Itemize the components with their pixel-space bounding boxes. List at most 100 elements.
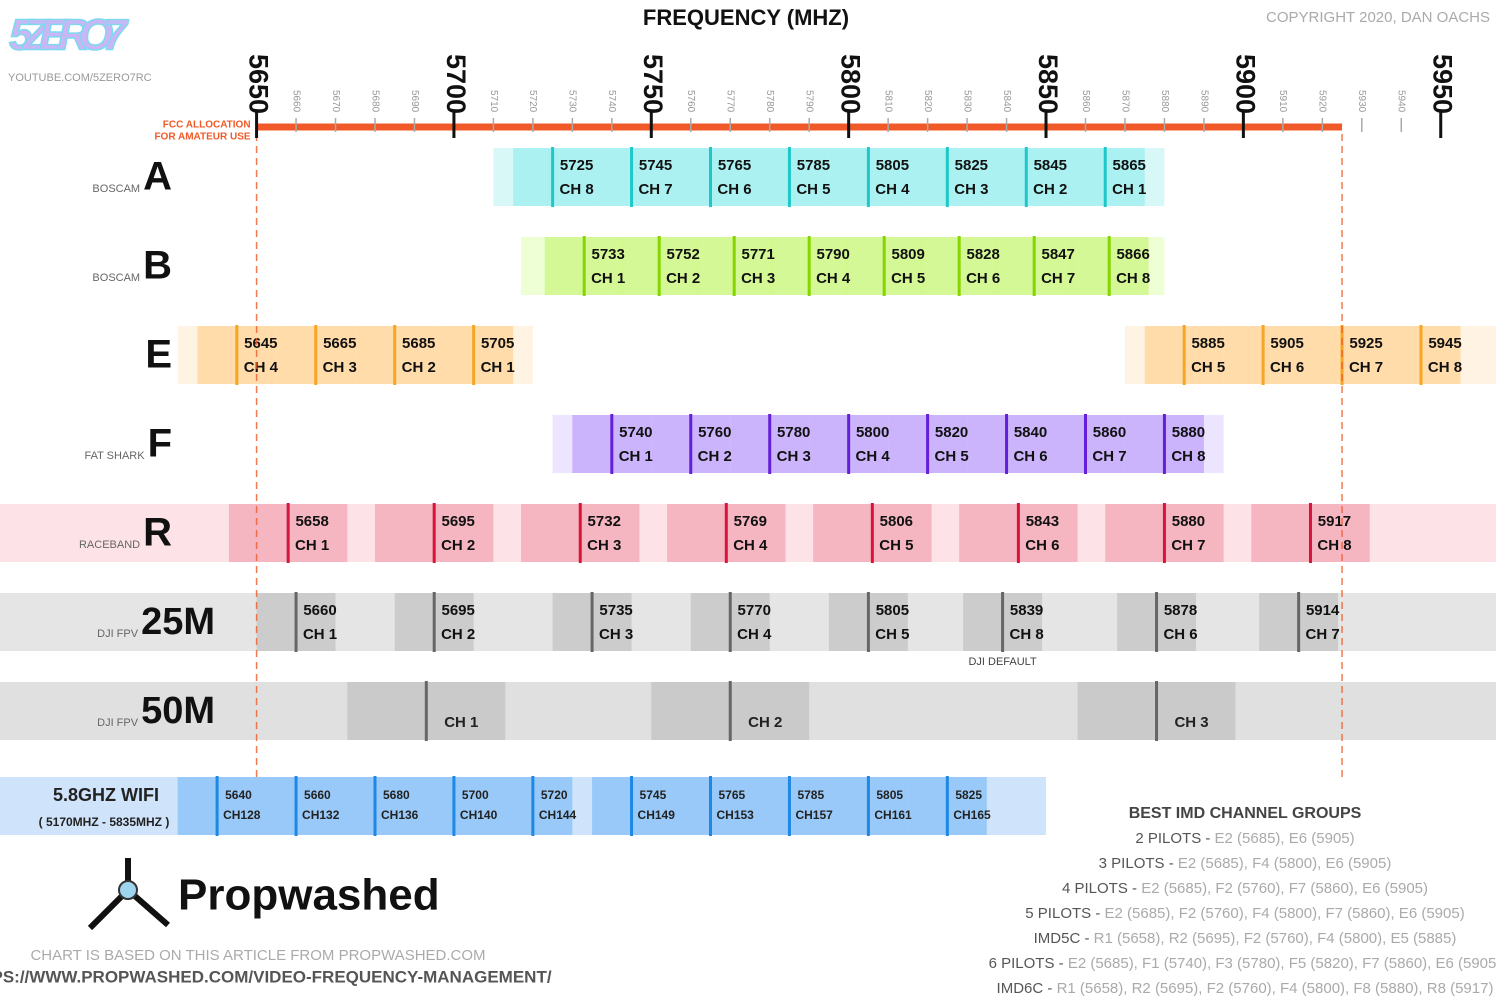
channel-label: CH 2 [748,714,782,731]
minor-tick-label: 5780 [764,90,775,113]
channel-freq: 5660 [303,602,336,619]
channel-label: CH 1 [591,270,625,287]
channel-label: CH 5 [796,181,830,198]
channel-freq: 5885 [1191,335,1224,352]
channel-label: CH 2 [666,270,700,287]
channel-label: CH 5 [1191,359,1225,376]
channel-freq: 5752 [666,246,699,263]
minor-tick-label: 5760 [685,90,696,113]
channel-freq: 5640 [225,788,252,802]
channel-label: CH 6 [1163,626,1197,643]
channel-freq: 5914 [1306,602,1340,619]
channel-label: CH 2 [441,626,475,643]
channel-label: CH132 [302,808,340,822]
minor-tick-label: 5920 [1317,90,1328,113]
band-sub: RACEBAND [79,539,140,551]
minor-tick-label: 5730 [567,90,578,113]
channel-label: CH 1 [1112,181,1146,198]
channel-label: CH 7 [1349,359,1383,376]
copyright: COPYRIGHT 2020, DAN OACHS [1266,9,1490,26]
band-name: F [148,422,172,466]
channel-freq: 5805 [876,602,909,619]
channel-freq: 5820 [935,424,968,441]
channel-freq: 5917 [1318,513,1351,530]
channel-freq: 5645 [244,335,277,352]
imd-text: E2 (5685), E6 (5905) [1215,830,1355,847]
channel-freq: 5925 [1349,335,1382,352]
imd-line: IMD6C - R1 (5658), R2 (5695), F2 (5760),… [997,980,1494,997]
channel-label: CH149 [638,808,676,822]
channel-label: CH 7 [1092,448,1126,465]
allocation-label: FOR AMATEUR USE [154,132,250,143]
channel-freq: 5805 [876,788,903,802]
channel-label: CH 4 [737,626,772,643]
channel-freq: 5765 [718,157,751,174]
imd-line: 5 PILOTS - E2 (5685), F2 (5760), F4 (580… [1025,905,1464,922]
channel-label: CH 6 [966,270,1000,287]
channel-label: CH 3 [587,537,621,554]
channel-label: CH 4 [733,537,768,554]
minor-tick-label: 5690 [409,90,420,113]
channel-label: CH 1 [481,359,515,376]
band-sub: ( 5170MHZ - 5835MHZ ) [39,815,170,829]
minor-tick-label: 5890 [1198,90,1209,113]
major-tick-label: 5750 [638,54,668,114]
channel-label: CH 5 [875,626,909,643]
minor-tick-label: 5720 [527,90,538,113]
channel-freq: 5735 [599,602,632,619]
imd-text: E2 (5685), F1 (5740), F3 (5780), F5 (582… [1068,955,1496,972]
channel-label: CH153 [717,808,755,822]
channel-label: CH 7 [1306,626,1340,643]
channel-freq: 5843 [1026,513,1059,530]
imd-line: 4 PILOTS - E2 (5685), F2 (5760), F7 (586… [1062,880,1428,897]
channel-label: CH 8 [560,181,594,198]
channel-freq: 5945 [1428,335,1461,352]
minor-tick-label: 5680 [369,90,380,113]
channel-label: CH 2 [698,448,732,465]
channel-freq: 5790 [816,246,849,263]
channel-freq: 5745 [639,157,672,174]
channel-freq: 5740 [619,424,652,441]
channel-freq: 5760 [698,424,731,441]
channel-label: CH 8 [1428,359,1462,376]
channel-label: CH 4 [875,181,910,198]
channel-freq: 5839 [1010,602,1043,619]
channel-label: CH 2 [402,359,436,376]
channel-label: CH128 [223,808,261,822]
band-name: E [145,333,172,377]
channel-label: CH 3 [323,359,357,376]
major-tick-label: 5900 [1230,54,1260,114]
minor-tick-label: 5840 [1001,90,1012,113]
channel-freq: 5845 [1034,157,1067,174]
imd-line: 3 PILOTS - E2 (5685), F4 (5800), E6 (590… [1099,855,1392,872]
imd-text: R1 (5658), R2 (5695), F2 (5760), F4 (580… [1094,930,1457,947]
channel-label: CH 6 [1013,448,1047,465]
channel-freq: 5905 [1270,335,1303,352]
channel-label: CH 7 [638,181,672,198]
band-sub: BOSCAM [92,183,140,195]
channel-freq: 5780 [777,424,810,441]
imd-lead: 6 PILOTS - [989,955,1064,972]
channel-label: CH136 [381,808,419,822]
minor-tick-label: 5830 [961,90,972,113]
minor-tick-label: 5770 [725,90,736,113]
channel-label: CH157 [795,808,833,822]
channel-label: CH 4 [244,359,279,376]
channel-freq: 5660 [304,788,331,802]
major-tick-label: 5650 [243,54,273,114]
band-name: R [143,511,172,555]
minor-tick-label: 5820 [922,90,933,113]
imd-title: BEST IMD CHANNEL GROUPS [1129,805,1362,822]
footer-note: CHART IS BASED ON THIS ARTICLE FROM PROP… [30,947,485,964]
channel-freq: 5840 [1014,424,1047,441]
band-sub: DJI FPV [97,628,139,640]
minor-tick-label: 5880 [1159,90,1170,113]
channel-label: CH 8 [1171,448,1205,465]
imd-text: R1 (5658), R2 (5695), F2 (5760), F4 (580… [1057,980,1494,997]
channel-freq: 5720 [541,788,568,802]
channel-freq: 5705 [481,335,514,352]
channel-label: CH 4 [856,448,891,465]
channel-freq: 5695 [442,513,475,530]
channel-label: CH140 [460,808,498,822]
channel-freq: 5771 [741,246,774,263]
